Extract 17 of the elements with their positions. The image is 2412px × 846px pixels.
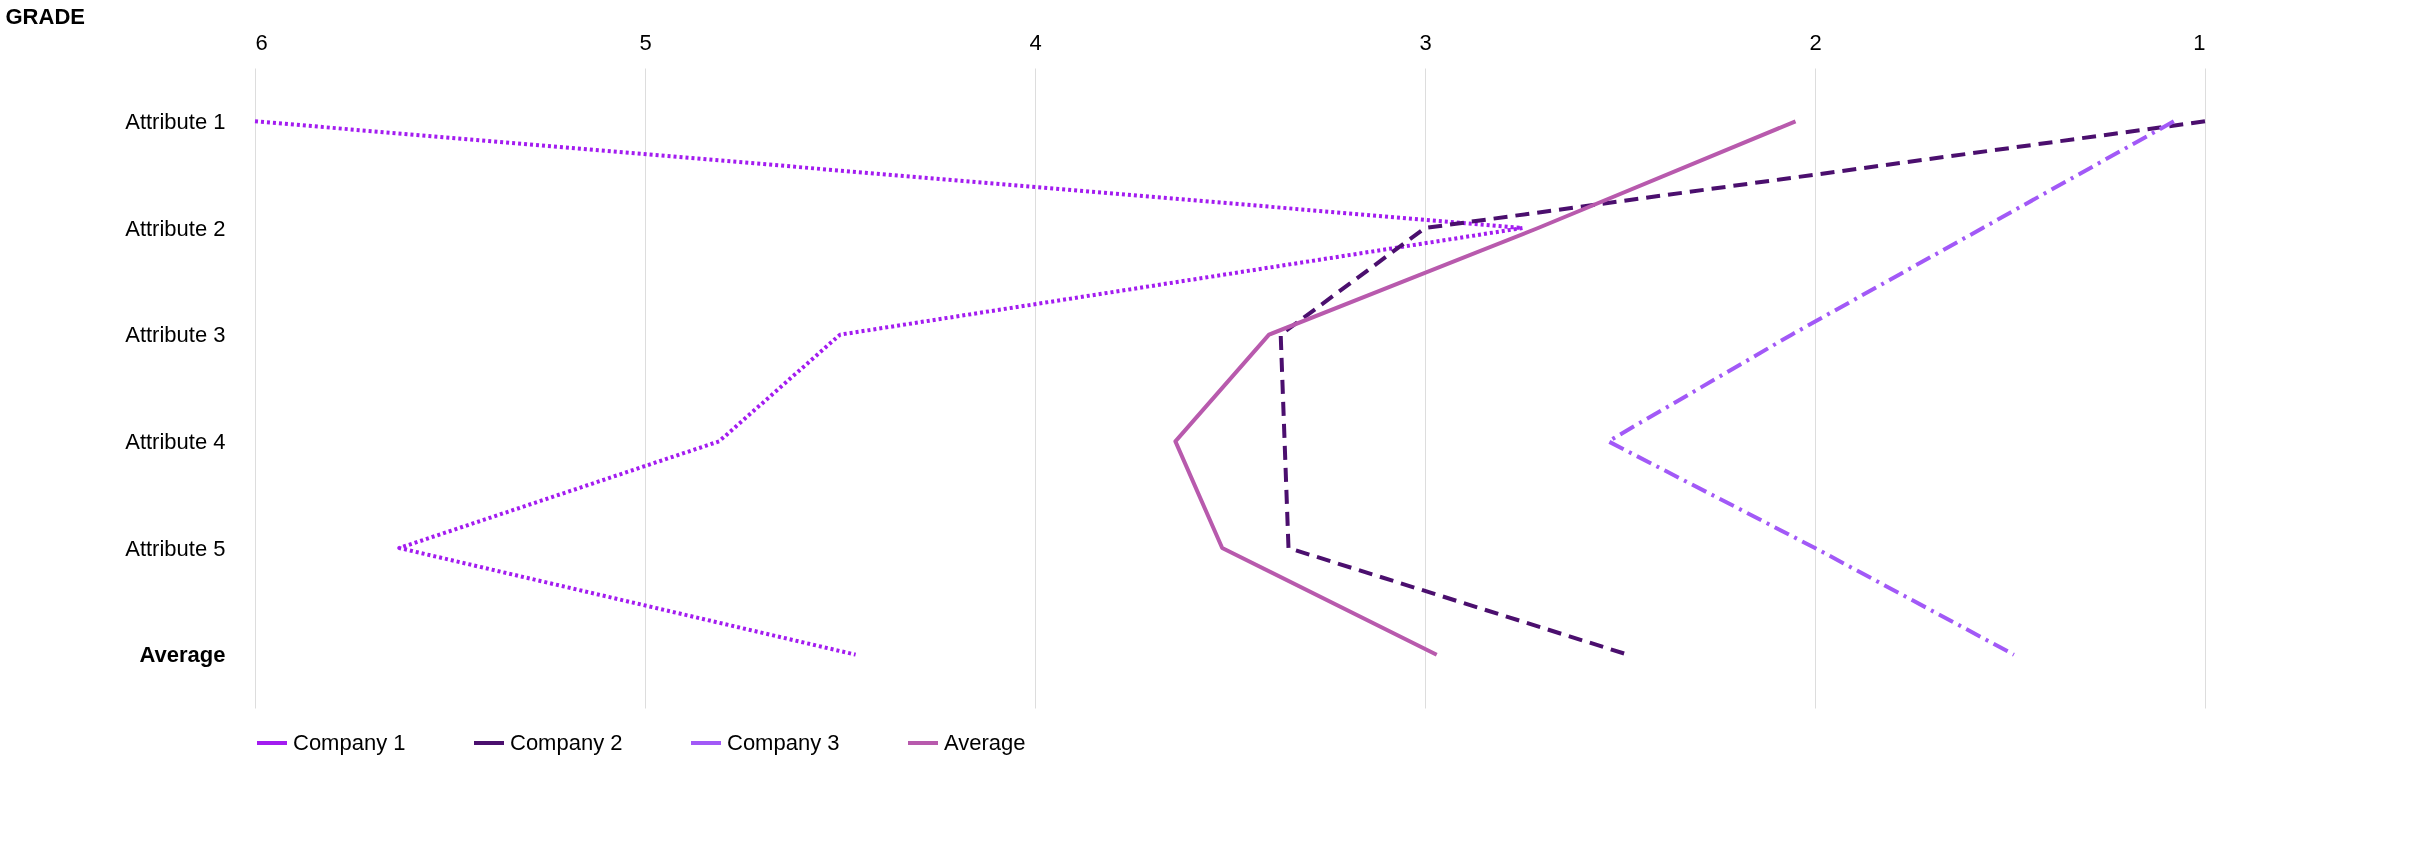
- legend-label: Average: [944, 730, 1026, 755]
- y-tick-label: Attribute 2: [125, 215, 226, 241]
- x-tick-label: 5: [639, 29, 652, 55]
- legend-label: Company 3: [727, 730, 840, 755]
- y-tick-label: Attribute 3: [125, 322, 226, 348]
- x-tick-label: 6: [255, 29, 268, 55]
- legend-label: Company 1: [293, 730, 406, 755]
- x-tick-label: 2: [1809, 29, 1822, 55]
- x-tick-label: 4: [1029, 29, 1042, 55]
- y-tick-label: Attribute 1: [125, 108, 226, 134]
- y-axis-title: GRADE: [5, 3, 85, 29]
- x-tick-label: 3: [1419, 29, 1432, 55]
- legend-label: Company 2: [510, 730, 623, 755]
- x-tick-label: 1: [2193, 29, 2206, 55]
- y-tick-label: Attribute 5: [125, 535, 226, 561]
- y-tick-label: Average: [139, 642, 226, 668]
- y-tick-label: Attribute 4: [125, 428, 226, 454]
